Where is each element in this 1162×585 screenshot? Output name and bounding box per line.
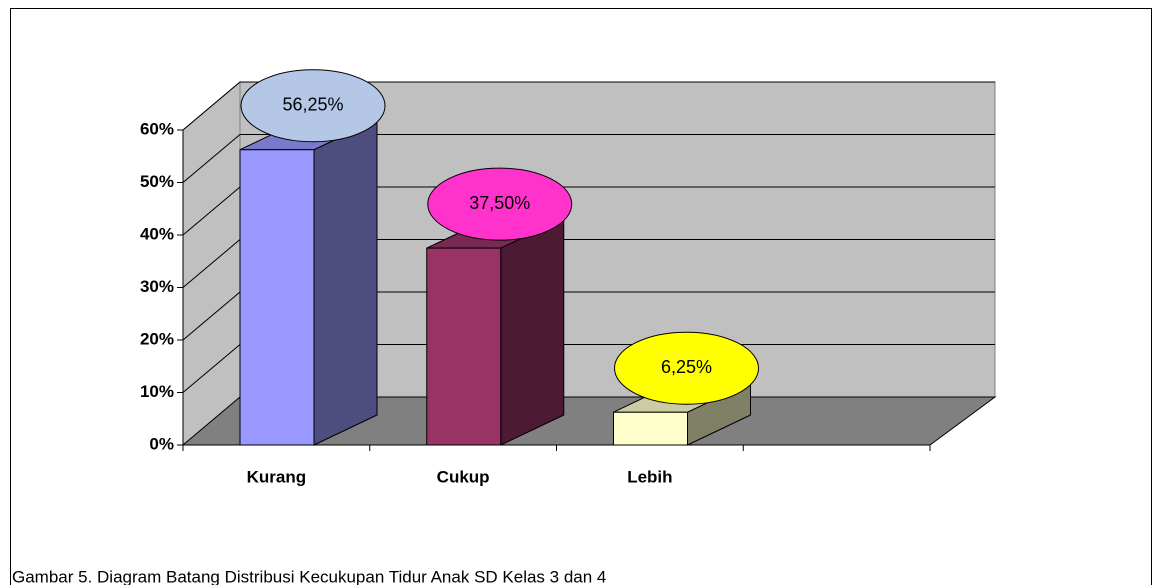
y-tick-label: 30% (140, 277, 174, 296)
grid-line (182, 344, 241, 393)
y-tick-label: 50% (140, 172, 174, 191)
grid-line (182, 291, 241, 341)
data-label: 6,25% (661, 357, 712, 377)
bar-side (313, 118, 378, 446)
y-tick-label: 20% (140, 329, 174, 348)
grid-line (182, 81, 241, 131)
x-tick-label: Kurang (247, 467, 307, 486)
grid-line (182, 239, 241, 288)
data-label-bubble (427, 167, 573, 241)
data-label: 56,25% (282, 94, 343, 114)
bar-front (426, 247, 502, 446)
data-label-bubble (240, 69, 386, 143)
y-tick-label: 40% (140, 224, 174, 243)
bar-front (613, 411, 688, 446)
y-tick-label: 0% (149, 434, 174, 453)
caption: Gambar 5. Diagram Batang Distribusi Kecu… (12, 567, 606, 585)
data-label-bubble (614, 331, 759, 405)
bar-front (239, 149, 315, 446)
bar (426, 217, 565, 446)
y-tick-label: 60% (140, 119, 174, 138)
grid-line (182, 134, 241, 183)
grid-line (182, 186, 241, 236)
x-tick-label: Lebih (627, 467, 672, 486)
data-label: 37,50% (469, 193, 530, 213)
x-tick-label: Cukup (437, 467, 490, 486)
bar-side (500, 217, 565, 446)
bar (239, 118, 378, 446)
y-tick-label: 10% (140, 382, 174, 401)
